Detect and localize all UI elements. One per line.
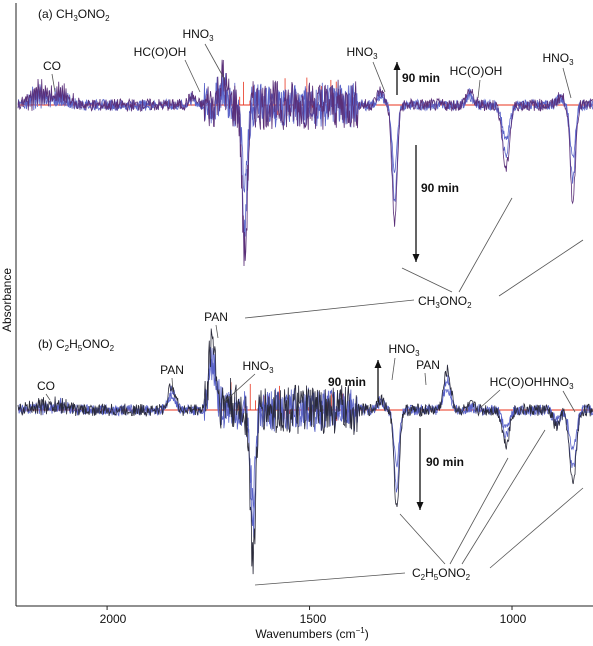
panel-b-hno3-leader-8 — [562, 390, 576, 413]
panel-a-hno3-label-1: HNO3 — [182, 27, 214, 43]
panel-a-arrow-down — [412, 145, 420, 262]
panel-b-label-sub2: 5 — [78, 344, 83, 353]
panel-b-hno3-leader-4 — [223, 373, 256, 403]
panel-a-reactant-leader-3 — [458, 197, 513, 293]
panel-a-hcooh-leader-5 — [477, 79, 481, 99]
panel-b-co-label: CO — [37, 379, 55, 393]
panel-a-spectrum-3 — [17, 59, 593, 267]
x-tick-label-1500: 1500 — [300, 612, 327, 626]
panel-a-hcooh-label-1: HC(O)OH — [134, 45, 187, 59]
panel-a-hno3-label-3: HNO3 — [542, 51, 574, 67]
panel-b-reactant-leader-1 — [254, 572, 406, 586]
panel-b-arrow-up — [374, 360, 382, 402]
x-axis-title-end: ) — [365, 627, 369, 641]
panel-a-label-mid: ONO — [78, 7, 105, 21]
panel-a-arrow-up — [393, 62, 401, 95]
panel-a-reactant-label: CH3ONO2 — [418, 294, 472, 310]
panel-b-arrow-down — [416, 428, 424, 510]
panel-a-hno3-label-2: HNO3 — [346, 45, 378, 61]
panel-a-co-label: CO — [43, 59, 61, 73]
panel-a-hcooh-leader-2 — [184, 59, 201, 93]
panel-b-hno3-leader-5 — [391, 357, 396, 381]
x-axis-title: Wavenumbers (cm−1) — [255, 626, 368, 641]
x-axis-title-main: Wavenumbers (cm — [255, 627, 355, 641]
panel-b-arrow-down-label: 90 min — [426, 455, 464, 469]
panel-b-hcooh-label: HC(O)OH — [490, 375, 543, 389]
panel-b-pan-label-2: PAN — [204, 310, 228, 324]
panel-b-label-prefix: (b) C — [38, 337, 65, 351]
panel-a-label-sub2: 2 — [105, 14, 110, 23]
panel-b-reactant-leader-3 — [449, 457, 509, 565]
panel-a-spectrum-2 — [17, 70, 593, 243]
panel-b-pan-label-3: PAN — [416, 358, 440, 372]
panel-a-label-prefix: (a) CH — [38, 7, 73, 21]
plot-layer — [17, 43, 593, 610]
x-tick-label-1000: 1000 — [500, 612, 527, 626]
panel-b-label-mid: H — [69, 337, 78, 351]
panel-b-hno3-label-2: HNO3 — [388, 342, 420, 358]
panel-a-hno3-leader-6 — [562, 67, 572, 99]
panel-b-co-leader-1 — [45, 393, 51, 401]
panel-b-arrow-up-label: 90 min — [328, 375, 366, 389]
panel-b-label-sub1: 2 — [65, 344, 70, 353]
panel-a-label-sub1: 3 — [73, 14, 78, 23]
panel-a-reactant-leader-2 — [401, 267, 453, 293]
panel-b-spectrum-3 — [17, 328, 593, 575]
x-axis-title-sup: −1 — [356, 626, 366, 635]
x-tick-label-2000: 2000 — [100, 612, 127, 626]
panel-a-arrow-up-label: 90 min — [402, 71, 440, 85]
panel-b-pan-leader-6 — [424, 372, 427, 386]
panel-b-hno3-label-1: HNO3 — [242, 359, 274, 375]
panel-a-co-leader-1 — [51, 73, 56, 93]
panel-b-hcooh-leader-7 — [479, 389, 501, 409]
panel-b-label-end: ONO — [82, 337, 109, 351]
panel-b-pan-leader-3 — [215, 324, 219, 339]
panel-b-reactant-leader-2 — [399, 513, 446, 565]
y-axis-title: Absorbance — [0, 268, 14, 332]
panel-b-reactant-label: C2H5ONO2 — [412, 566, 471, 582]
panel-a-hno3-leader-4 — [372, 61, 386, 93]
panel-a-reactant-leader-4 — [498, 239, 584, 297]
panel-a-hcooh-label-2: HC(O)OH — [450, 64, 503, 78]
panel-b-pan-leader-2 — [171, 377, 174, 393]
panel-a-label: (a) CH3ONO2 — [38, 7, 110, 23]
panel-b-pan-label-1: PAN — [160, 363, 184, 377]
panel-b-label-sub3: 2 — [110, 344, 115, 353]
panel-b-reactant-leader-4 — [461, 429, 546, 565]
panel-b-label: (b) C2H5ONO2 — [38, 337, 115, 353]
panel-a-arrow-down-label: 90 min — [421, 181, 459, 195]
panel-a-reactant-leader-1 — [244, 299, 415, 319]
panel-b-reactant-leader-5 — [489, 487, 584, 569]
panel-a-hno3-leader-3 — [204, 43, 226, 81]
panel-b-hno3-label-3: HNO3 — [542, 375, 574, 391]
